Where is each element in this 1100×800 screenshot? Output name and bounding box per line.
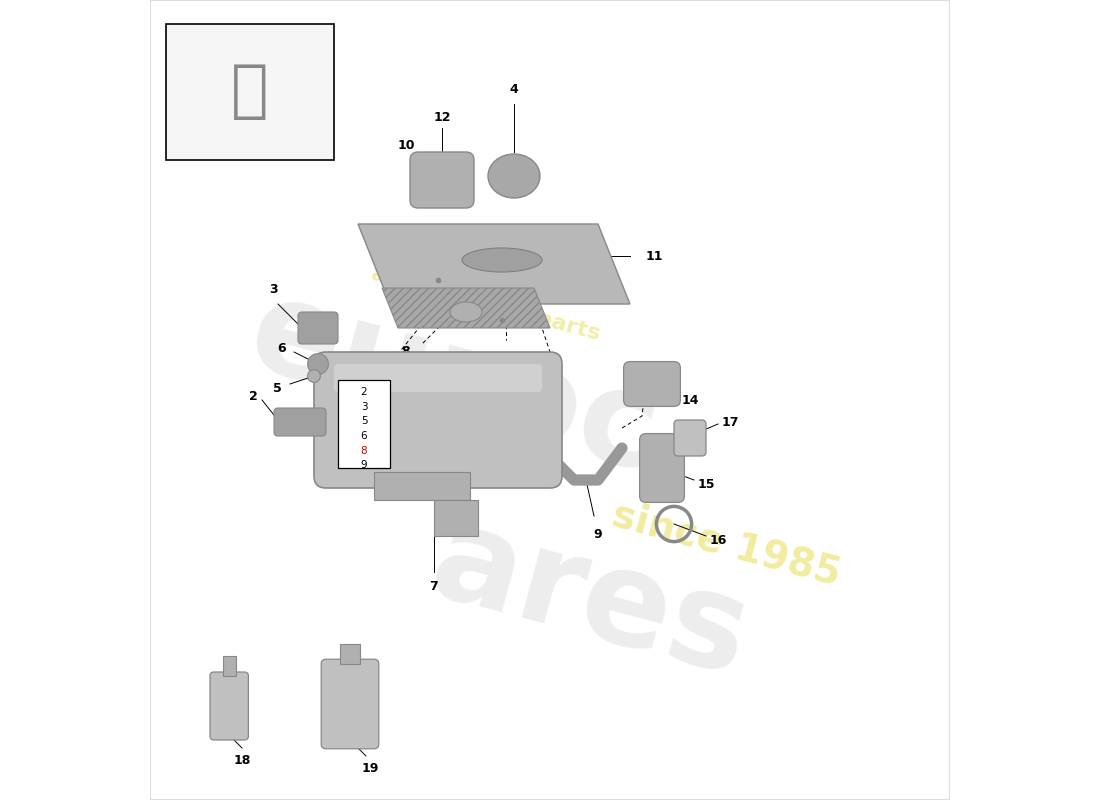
Text: 12: 12 <box>433 111 451 124</box>
Ellipse shape <box>488 154 540 198</box>
Text: 17: 17 <box>722 416 739 429</box>
Text: 6: 6 <box>277 342 286 354</box>
Text: 15: 15 <box>698 478 715 490</box>
Text: ares: ares <box>418 497 762 703</box>
Polygon shape <box>358 224 630 304</box>
Bar <box>434 500 478 536</box>
Text: 10: 10 <box>530 318 548 330</box>
Bar <box>374 472 470 500</box>
Bar <box>166 24 334 160</box>
Text: 8: 8 <box>361 446 367 456</box>
Bar <box>340 644 360 664</box>
Text: 3: 3 <box>270 283 278 296</box>
Text: 18: 18 <box>233 754 251 767</box>
Ellipse shape <box>462 248 542 272</box>
Text: 2: 2 <box>250 390 258 402</box>
FancyBboxPatch shape <box>321 659 378 749</box>
Text: 10: 10 <box>397 139 415 152</box>
FancyBboxPatch shape <box>410 152 474 208</box>
Text: 8: 8 <box>402 346 410 358</box>
Text: 🚗: 🚗 <box>231 62 268 122</box>
Text: 11: 11 <box>646 250 663 262</box>
FancyBboxPatch shape <box>624 362 681 406</box>
Text: 5: 5 <box>273 382 282 394</box>
FancyBboxPatch shape <box>674 420 706 456</box>
FancyBboxPatch shape <box>210 672 249 740</box>
Text: 3: 3 <box>361 402 367 412</box>
FancyBboxPatch shape <box>314 352 562 488</box>
Text: since 1985: since 1985 <box>607 495 845 593</box>
Circle shape <box>308 370 320 382</box>
Circle shape <box>308 354 329 374</box>
Bar <box>338 380 390 468</box>
Ellipse shape <box>450 302 482 322</box>
Text: 9: 9 <box>594 528 603 541</box>
Text: 19: 19 <box>361 762 378 774</box>
Text: 7: 7 <box>430 580 439 593</box>
Text: 2: 2 <box>361 387 367 397</box>
Text: 5: 5 <box>361 416 367 426</box>
FancyBboxPatch shape <box>274 408 326 436</box>
FancyBboxPatch shape <box>639 434 684 502</box>
Text: a passion for parts: a passion for parts <box>370 264 603 344</box>
FancyBboxPatch shape <box>298 312 338 344</box>
Text: euroc: euroc <box>235 269 672 499</box>
Text: 14: 14 <box>682 394 700 406</box>
Text: 6: 6 <box>361 431 367 441</box>
Polygon shape <box>382 288 550 328</box>
FancyBboxPatch shape <box>334 364 542 392</box>
Text: 16: 16 <box>710 534 727 546</box>
Bar <box>223 656 235 676</box>
Text: 9: 9 <box>361 460 367 470</box>
Text: 4: 4 <box>509 83 518 96</box>
Text: 1: 1 <box>285 418 294 430</box>
Text: 13: 13 <box>417 251 434 264</box>
